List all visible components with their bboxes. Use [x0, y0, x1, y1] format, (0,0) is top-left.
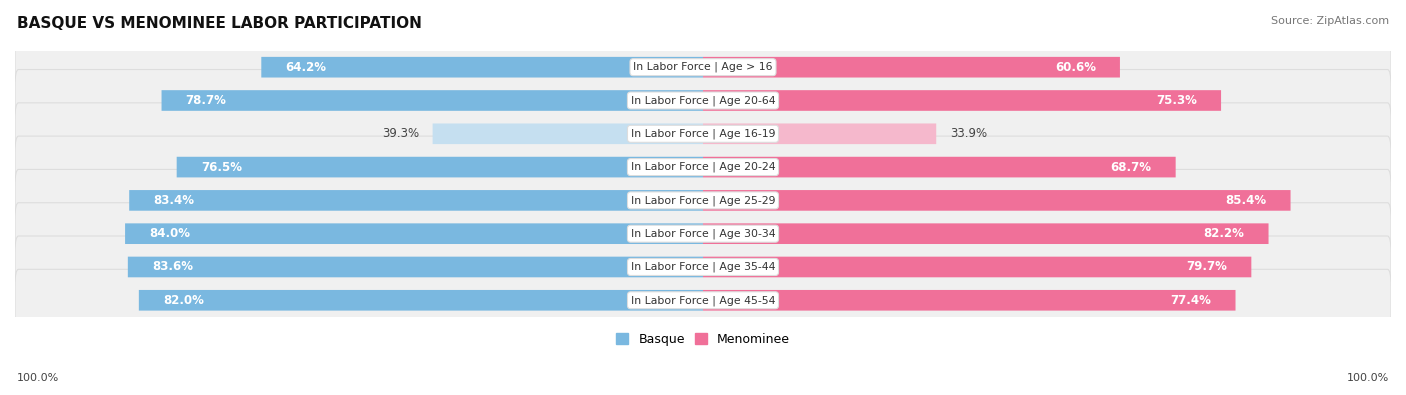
Text: In Labor Force | Age > 16: In Labor Force | Age > 16 — [633, 62, 773, 72]
Text: 33.9%: 33.9% — [950, 127, 987, 140]
FancyBboxPatch shape — [703, 157, 1175, 177]
Text: 68.7%: 68.7% — [1111, 161, 1152, 173]
Text: In Labor Force | Age 35-44: In Labor Force | Age 35-44 — [631, 262, 775, 272]
FancyBboxPatch shape — [15, 203, 1391, 265]
FancyBboxPatch shape — [128, 257, 703, 277]
FancyBboxPatch shape — [162, 90, 703, 111]
FancyBboxPatch shape — [177, 157, 703, 177]
Text: In Labor Force | Age 30-34: In Labor Force | Age 30-34 — [631, 228, 775, 239]
FancyBboxPatch shape — [15, 269, 1391, 331]
Text: 100.0%: 100.0% — [1347, 373, 1389, 383]
Text: 79.7%: 79.7% — [1187, 260, 1227, 273]
FancyBboxPatch shape — [15, 236, 1391, 298]
Text: 60.6%: 60.6% — [1054, 61, 1095, 74]
FancyBboxPatch shape — [703, 57, 1121, 77]
FancyBboxPatch shape — [703, 90, 1220, 111]
Text: 39.3%: 39.3% — [382, 127, 419, 140]
Text: BASQUE VS MENOMINEE LABOR PARTICIPATION: BASQUE VS MENOMINEE LABOR PARTICIPATION — [17, 16, 422, 31]
FancyBboxPatch shape — [262, 57, 703, 77]
FancyBboxPatch shape — [703, 190, 1291, 211]
Text: In Labor Force | Age 16-19: In Labor Force | Age 16-19 — [631, 128, 775, 139]
Text: 76.5%: 76.5% — [201, 161, 242, 173]
FancyBboxPatch shape — [139, 290, 703, 310]
Text: 78.7%: 78.7% — [186, 94, 226, 107]
Text: In Labor Force | Age 45-54: In Labor Force | Age 45-54 — [631, 295, 775, 305]
Text: In Labor Force | Age 20-64: In Labor Force | Age 20-64 — [631, 95, 775, 106]
Text: 82.0%: 82.0% — [163, 294, 204, 307]
Text: Source: ZipAtlas.com: Source: ZipAtlas.com — [1271, 16, 1389, 26]
Text: 75.3%: 75.3% — [1156, 94, 1197, 107]
Text: In Labor Force | Age 20-24: In Labor Force | Age 20-24 — [631, 162, 775, 172]
FancyBboxPatch shape — [15, 103, 1391, 165]
Text: 100.0%: 100.0% — [17, 373, 59, 383]
FancyBboxPatch shape — [703, 290, 1236, 310]
Text: 77.4%: 77.4% — [1171, 294, 1212, 307]
Text: 83.4%: 83.4% — [153, 194, 194, 207]
FancyBboxPatch shape — [703, 223, 1268, 244]
Text: 83.6%: 83.6% — [152, 260, 193, 273]
FancyBboxPatch shape — [15, 169, 1391, 231]
FancyBboxPatch shape — [125, 223, 703, 244]
FancyBboxPatch shape — [433, 124, 703, 144]
Text: 85.4%: 85.4% — [1226, 194, 1267, 207]
FancyBboxPatch shape — [15, 36, 1391, 98]
Legend: Basque, Menominee: Basque, Menominee — [610, 327, 796, 351]
Text: In Labor Force | Age 25-29: In Labor Force | Age 25-29 — [631, 195, 775, 206]
FancyBboxPatch shape — [15, 136, 1391, 198]
Text: 64.2%: 64.2% — [285, 61, 326, 74]
FancyBboxPatch shape — [703, 257, 1251, 277]
FancyBboxPatch shape — [703, 124, 936, 144]
Text: 82.2%: 82.2% — [1204, 227, 1244, 240]
Text: 84.0%: 84.0% — [149, 227, 190, 240]
FancyBboxPatch shape — [129, 190, 703, 211]
FancyBboxPatch shape — [15, 70, 1391, 132]
